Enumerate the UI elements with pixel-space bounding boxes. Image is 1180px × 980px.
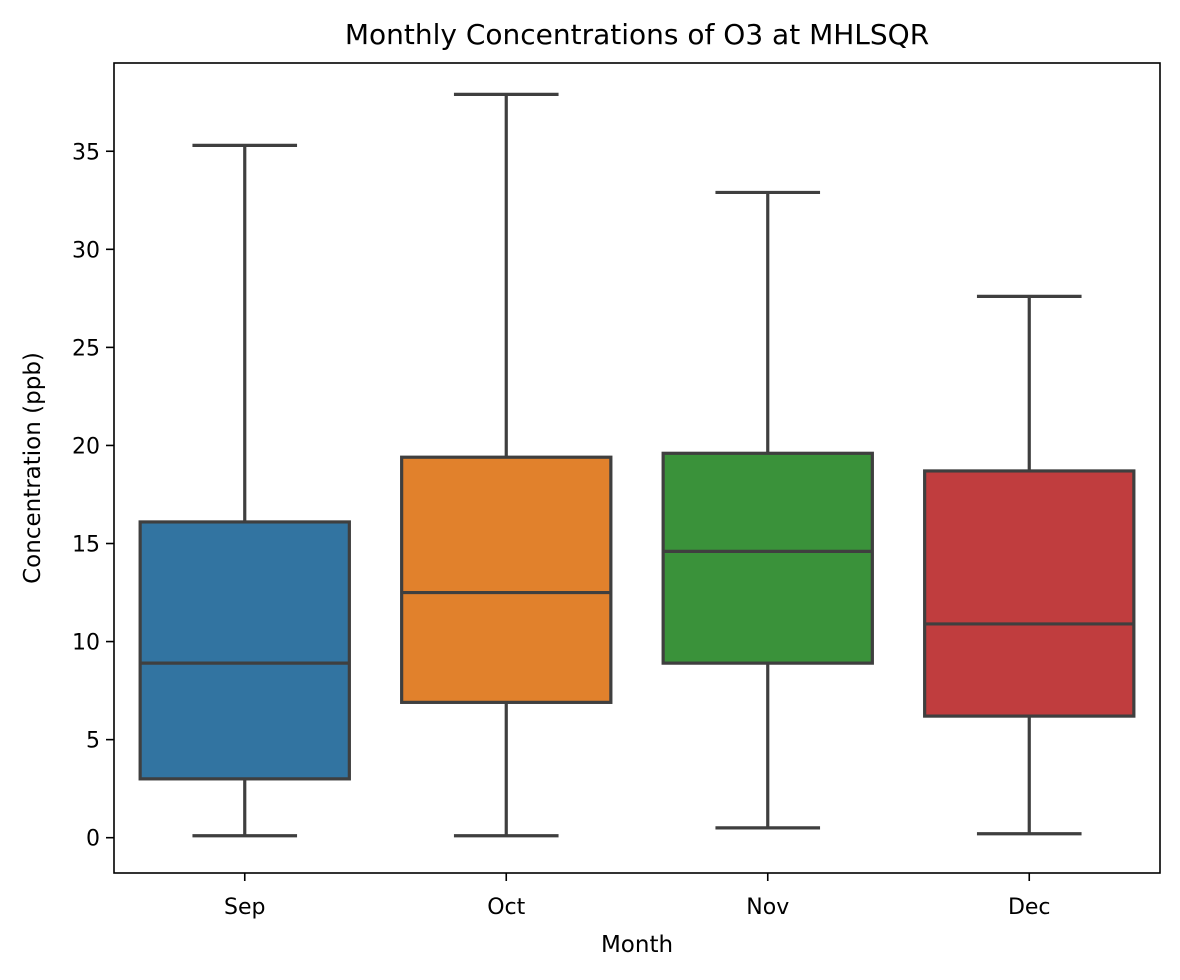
x-tick-label: Nov bbox=[746, 895, 789, 920]
x-tick-label: Oct bbox=[487, 895, 525, 920]
box-oct bbox=[400, 455, 613, 704]
y-tick-label: 15 bbox=[72, 533, 100, 558]
box-nov bbox=[661, 451, 874, 665]
chart-title: Monthly Concentrations of O3 at MHLSQR bbox=[345, 18, 929, 51]
y-axis-label: Concentration (ppb) bbox=[20, 352, 46, 584]
x-tick-label: Sep bbox=[224, 895, 265, 920]
box-dec bbox=[923, 469, 1136, 718]
y-tick-label: 25 bbox=[72, 336, 100, 361]
plot-frame bbox=[113, 62, 1161, 874]
y-tick-label: 10 bbox=[72, 631, 100, 656]
x-axis-label: Month bbox=[601, 932, 673, 958]
y-tick-label: 20 bbox=[72, 434, 100, 459]
y-tick-label: 5 bbox=[86, 729, 100, 754]
y-tick-label: 0 bbox=[86, 827, 100, 852]
box-sep bbox=[138, 520, 351, 781]
x-tick-label: Dec bbox=[1008, 895, 1051, 920]
y-tick-label: 35 bbox=[72, 140, 100, 165]
y-tick-label: 30 bbox=[72, 238, 100, 263]
plot-area: 0 5 10 15 20 25 30 35 Sep Oct Nov Dec bbox=[72, 62, 1161, 920]
